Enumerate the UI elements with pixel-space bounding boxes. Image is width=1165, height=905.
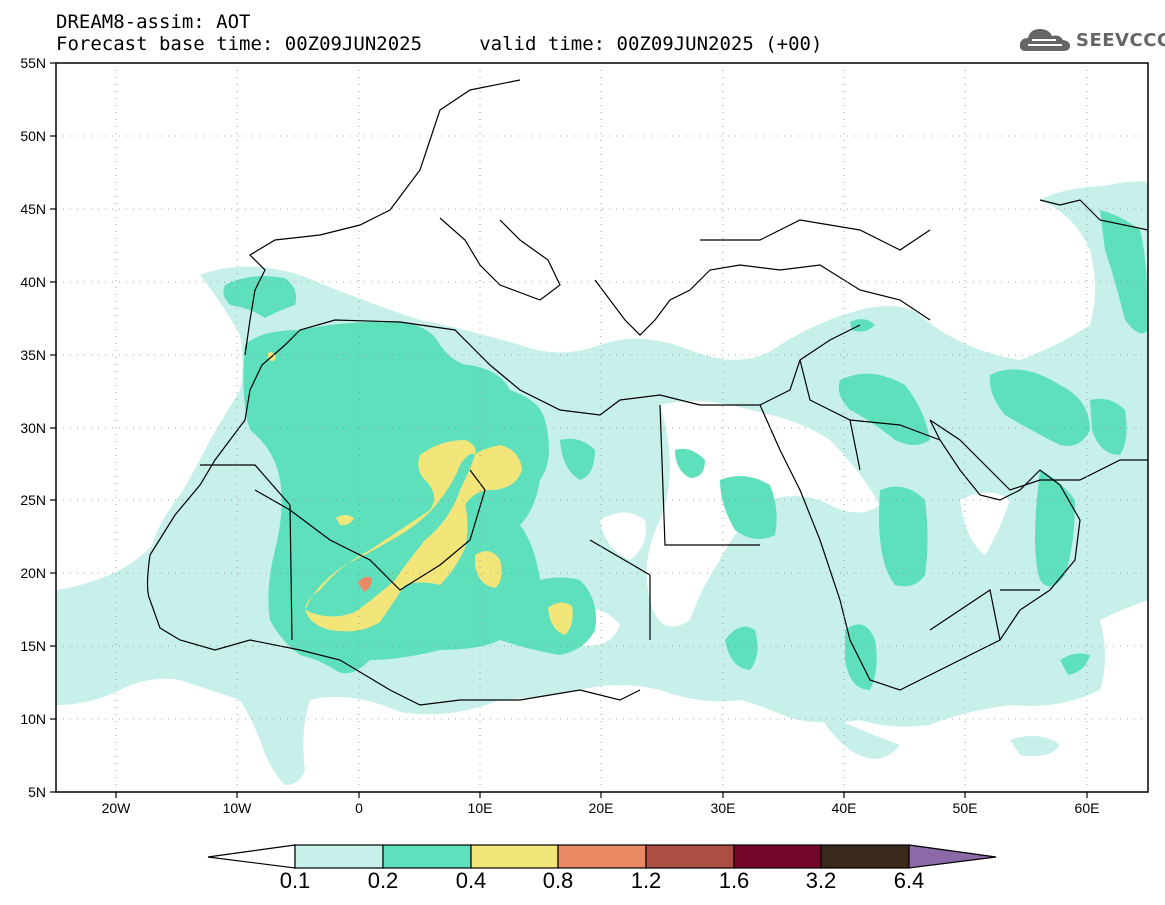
lat-label: 40N xyxy=(20,274,46,290)
lon-label: 10E xyxy=(467,800,493,816)
aot-band-0.8 xyxy=(358,576,372,592)
colorbar-swatch-5 xyxy=(733,844,822,869)
colorbar-label: 1.2 xyxy=(630,868,662,893)
logo-text: SEEVCCC xyxy=(1076,29,1165,51)
forecast-time-line: Forecast base time: 00Z09JUN2025 valid t… xyxy=(56,33,823,55)
lat-label: 50N xyxy=(20,128,46,144)
lon-label: 30E xyxy=(710,800,736,816)
cloud-icon xyxy=(1019,29,1070,51)
lat-label: 5N xyxy=(28,784,46,800)
lat-label: 15N xyxy=(20,638,46,654)
lon-label: 20W xyxy=(101,800,131,816)
lon-label: 40E xyxy=(831,800,857,816)
colorbar-swatch-3 xyxy=(557,844,647,869)
colorbar-label: 6.4 xyxy=(893,868,925,893)
colorbar-swatch-2 xyxy=(470,844,559,869)
lat-label: 55N xyxy=(20,55,46,71)
colorbar-swatch-1 xyxy=(382,844,472,869)
lat-label: 30N xyxy=(20,420,46,436)
colorbar-under-triangle xyxy=(207,844,296,869)
colorbar-label: 0.2 xyxy=(367,868,399,893)
lon-label: 50E xyxy=(952,800,978,816)
lat-label: 20N xyxy=(20,565,46,581)
seevccc-logo: SEEVCCC xyxy=(1018,25,1165,55)
lon-label: 60E xyxy=(1074,800,1100,816)
colorbar-label: 0.8 xyxy=(542,868,574,893)
colorbar-label: 0.4 xyxy=(455,868,487,893)
colorbar xyxy=(207,844,997,869)
graticule xyxy=(56,63,1148,792)
colorbar-swatch-0 xyxy=(294,844,384,869)
axis-ticks xyxy=(50,62,1088,798)
lon-label: 0 xyxy=(355,800,363,816)
colorbar-label: 0.1 xyxy=(279,868,311,893)
aot-field xyxy=(56,181,1148,785)
colorbar-over-triangle xyxy=(908,844,997,869)
lat-label: 45N xyxy=(20,201,46,217)
colorbar-label: 1.6 xyxy=(718,868,750,893)
coastlines xyxy=(146,79,1149,706)
lat-label: 25N xyxy=(20,492,46,508)
lat-label: 10N xyxy=(20,711,46,727)
colorbar-swatch-4 xyxy=(645,844,735,869)
lat-label: 35N xyxy=(20,347,46,363)
colorbar-swatch-6 xyxy=(820,844,910,869)
lon-label: 20E xyxy=(588,800,614,816)
colorbar-label: 3.2 xyxy=(805,868,837,893)
lon-label: 10W xyxy=(222,800,252,816)
aot-band-0.4 xyxy=(268,352,573,635)
map-title: DREAM8-assim: AOT xyxy=(56,11,251,33)
